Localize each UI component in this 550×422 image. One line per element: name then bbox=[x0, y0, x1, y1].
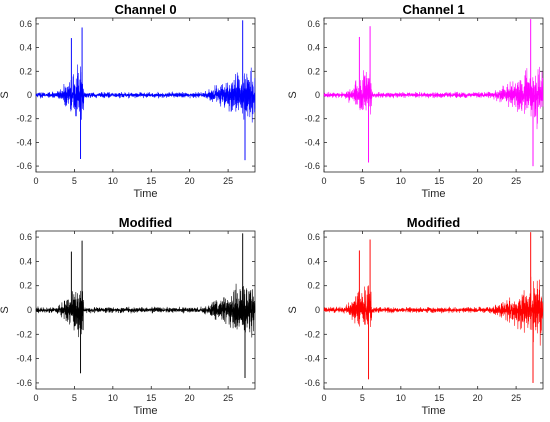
y-tick-label: 0.6 bbox=[307, 232, 320, 242]
y-tick-label: 0.4 bbox=[307, 256, 320, 266]
y-tick-label: -0.6 bbox=[304, 161, 320, 171]
y-axis-label: S bbox=[0, 91, 11, 98]
subplot-title: Channel 1 bbox=[402, 2, 464, 17]
y-axis-label: S bbox=[0, 306, 11, 313]
y-tick-label: 0.2 bbox=[19, 66, 32, 76]
y-tick-label: -0.2 bbox=[304, 329, 320, 339]
y-tick-label: -0.4 bbox=[304, 354, 320, 364]
x-tick-label: 10 bbox=[108, 176, 118, 186]
y-tick-label: -0.6 bbox=[304, 378, 320, 388]
x-tick-label: 0 bbox=[321, 176, 326, 186]
y-tick-label: 0 bbox=[27, 305, 32, 315]
x-tick-label: 25 bbox=[511, 176, 521, 186]
y-axis-label: S bbox=[287, 306, 299, 313]
y-axis-label: S bbox=[287, 91, 299, 98]
x-tick-label: 10 bbox=[396, 393, 406, 403]
y-tick-label: -0.4 bbox=[16, 137, 32, 147]
y-tick-label: -0.4 bbox=[304, 137, 320, 147]
x-tick-label: 15 bbox=[146, 176, 156, 186]
y-tick-label: 0 bbox=[27, 90, 32, 100]
y-tick-label: 0.4 bbox=[19, 43, 32, 53]
x-tick-label: 0 bbox=[33, 393, 38, 403]
y-tick-label: 0.6 bbox=[19, 232, 32, 242]
y-tick-label: 0.4 bbox=[307, 43, 320, 53]
subplot-title: Channel 0 bbox=[114, 2, 176, 17]
x-tick-label: 15 bbox=[146, 393, 156, 403]
y-tick-label: 0.2 bbox=[307, 66, 320, 76]
y-tick-label: 0 bbox=[315, 90, 320, 100]
y-tick-label: -0.4 bbox=[16, 354, 32, 364]
x-tick-label: 10 bbox=[396, 176, 406, 186]
x-tick-label: 25 bbox=[223, 176, 233, 186]
subplot-0: Channel 0 -0.6 -0.4 -0.2 0 0.2 0.4 0.6 0 5 10 15 20 2… bbox=[0, 2, 256, 200]
y-tick-label: 0.6 bbox=[307, 19, 320, 29]
y-tick-label: 0.2 bbox=[19, 281, 32, 291]
x-tick-label: 20 bbox=[473, 176, 483, 186]
x-tick-label: 20 bbox=[473, 393, 483, 403]
y-tick-label: -0.2 bbox=[304, 114, 320, 124]
y-tick-label: 0.6 bbox=[19, 19, 32, 29]
x-tick-label: 0 bbox=[321, 393, 326, 403]
subplot-title: Modified bbox=[407, 215, 460, 230]
x-tick-label: 5 bbox=[72, 393, 77, 403]
y-tick-label: 0.4 bbox=[19, 256, 32, 266]
y-tick-label: -0.2 bbox=[16, 114, 32, 124]
x-tick-label: 15 bbox=[434, 393, 444, 403]
subplot-1: Channel 1 -0.6 -0.4 -0.2 0 0.2 0.4 0.6 0 5 10 15 20 2… bbox=[287, 2, 544, 200]
y-tick-label: -0.6 bbox=[16, 378, 32, 388]
x-tick-label: 25 bbox=[223, 393, 233, 403]
subplot-title: Modified bbox=[119, 215, 172, 230]
x-tick-label: 15 bbox=[434, 176, 444, 186]
x-tick-label: 5 bbox=[360, 176, 365, 186]
y-tick-label: -0.6 bbox=[16, 161, 32, 171]
x-tick-label: 20 bbox=[185, 393, 195, 403]
x-axis-label: Time bbox=[133, 188, 157, 200]
y-tick-label: 0.2 bbox=[307, 281, 320, 291]
x-tick-label: 25 bbox=[511, 393, 521, 403]
x-axis-label: Time bbox=[421, 188, 445, 200]
x-tick-label: 20 bbox=[185, 176, 195, 186]
y-tick-label: -0.2 bbox=[16, 329, 32, 339]
x-axis-label: Time bbox=[133, 405, 157, 417]
x-tick-label: 5 bbox=[72, 176, 77, 186]
x-tick-label: 10 bbox=[108, 393, 118, 403]
x-tick-label: 5 bbox=[360, 393, 365, 403]
y-tick-label: 0 bbox=[315, 305, 320, 315]
subplot-2: Modified -0.6 -0.4 -0.2 0 0.2 0.4 0.6 0 5 10 15 20 25… bbox=[0, 215, 256, 417]
x-tick-label: 0 bbox=[33, 176, 38, 186]
subplot-3: Modified -0.6 -0.4 -0.2 0 0.2 0.4 0.6 0 5 10 15 20 25… bbox=[287, 215, 544, 417]
x-axis-label: Time bbox=[421, 405, 445, 417]
